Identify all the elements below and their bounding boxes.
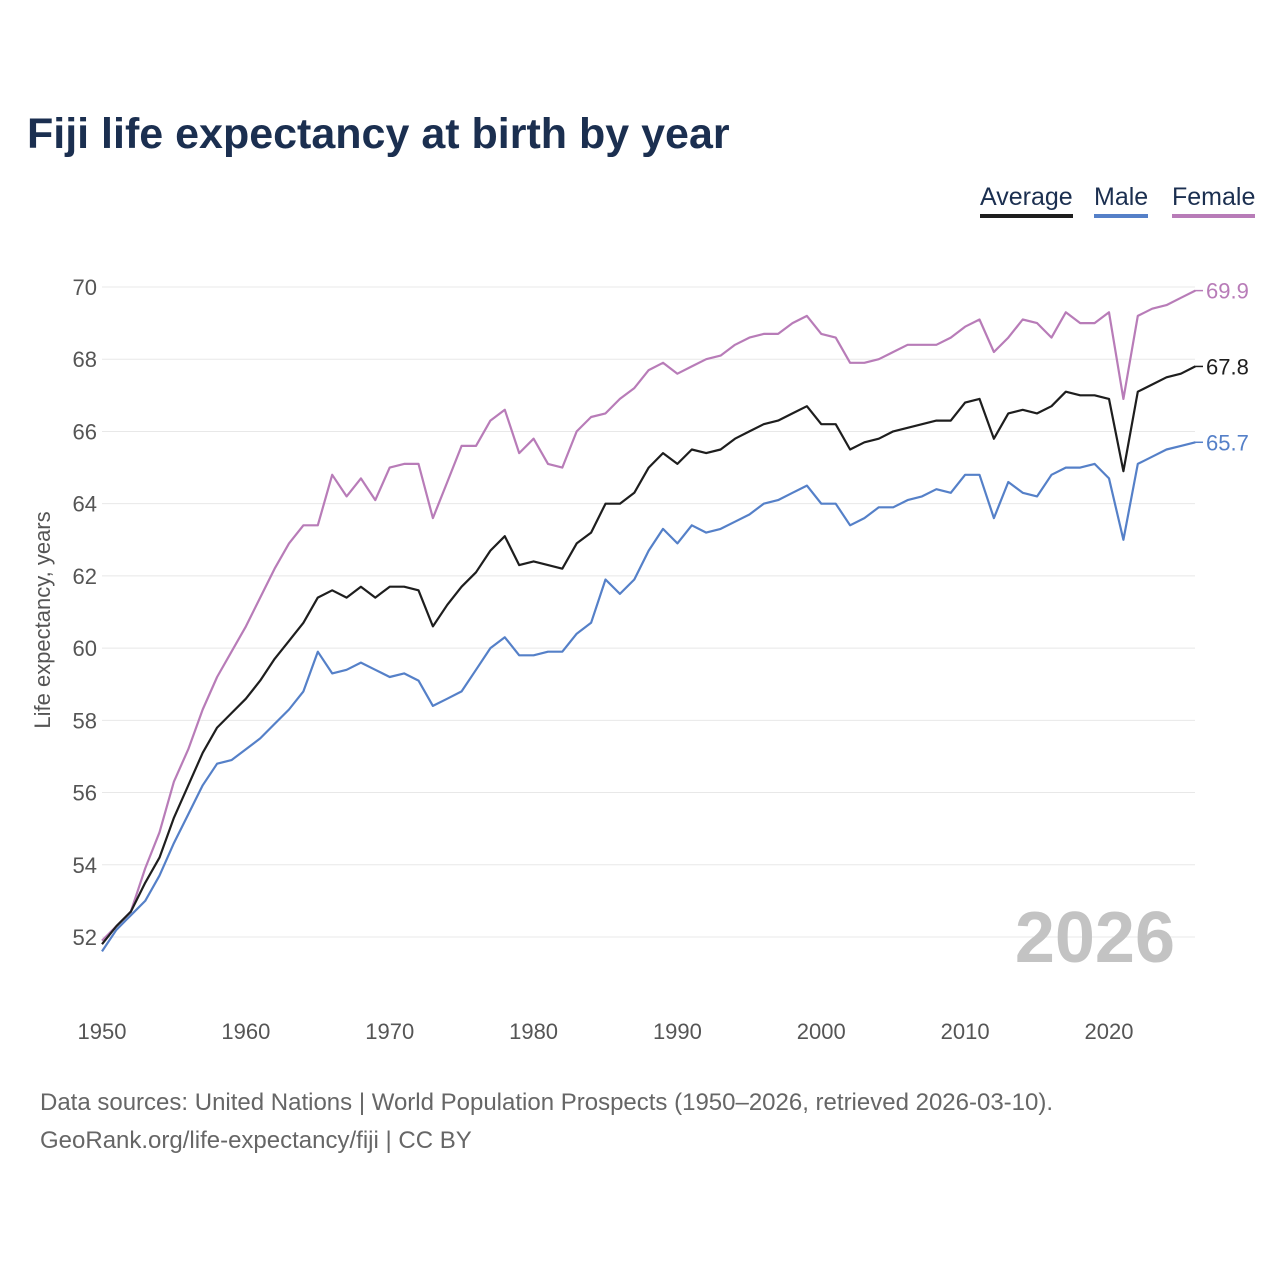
- end-label-female: 69.9: [1206, 279, 1249, 304]
- x-tick-label: 1980: [509, 1019, 558, 1044]
- x-tick-label: 2000: [797, 1019, 846, 1044]
- y-tick-label: 70: [73, 275, 97, 300]
- legend-female[interactable]: Female: [1172, 183, 1256, 218]
- y-tick-label: 60: [73, 636, 97, 661]
- footer-sources: Data sources: United Nations | World Pop…: [40, 1089, 1054, 1116]
- year-watermark: 2026: [1015, 898, 1175, 978]
- end-label-average: 67.8: [1206, 354, 1249, 379]
- series-line-male: [101, 441, 1196, 953]
- y-tick-label: 66: [73, 419, 97, 444]
- end-label-male: 65.7: [1206, 430, 1249, 455]
- series-line-female: [101, 289, 1196, 942]
- x-tick-label: 2020: [1085, 1019, 1134, 1044]
- y-tick-label: 68: [73, 347, 97, 372]
- x-tick-label: 2010: [941, 1019, 990, 1044]
- x-tick-label: 1960: [221, 1019, 270, 1044]
- footer-attribution: GeoRank.org/life-expectancy/fiji | CC BY: [40, 1127, 472, 1154]
- x-tick-label: 1970: [365, 1019, 414, 1044]
- y-tick-label: 56: [73, 781, 97, 806]
- y-tick-label: 52: [73, 925, 97, 950]
- series-line-average: [101, 365, 1196, 945]
- legend-average[interactable]: Average: [980, 183, 1073, 218]
- chart-title: Fiji life expectancy at birth by year: [27, 110, 730, 158]
- x-tick-label: 1950: [78, 1019, 127, 1044]
- legend-male[interactable]: Male: [1094, 183, 1149, 218]
- y-tick-label: 64: [73, 492, 97, 517]
- y-tick-label: 54: [73, 853, 97, 878]
- y-tick-label: 58: [73, 708, 97, 733]
- y-tick-label: 62: [73, 564, 97, 589]
- y-axis-label: Life expectancy, years: [30, 511, 55, 728]
- x-tick-label: 1990: [653, 1019, 702, 1044]
